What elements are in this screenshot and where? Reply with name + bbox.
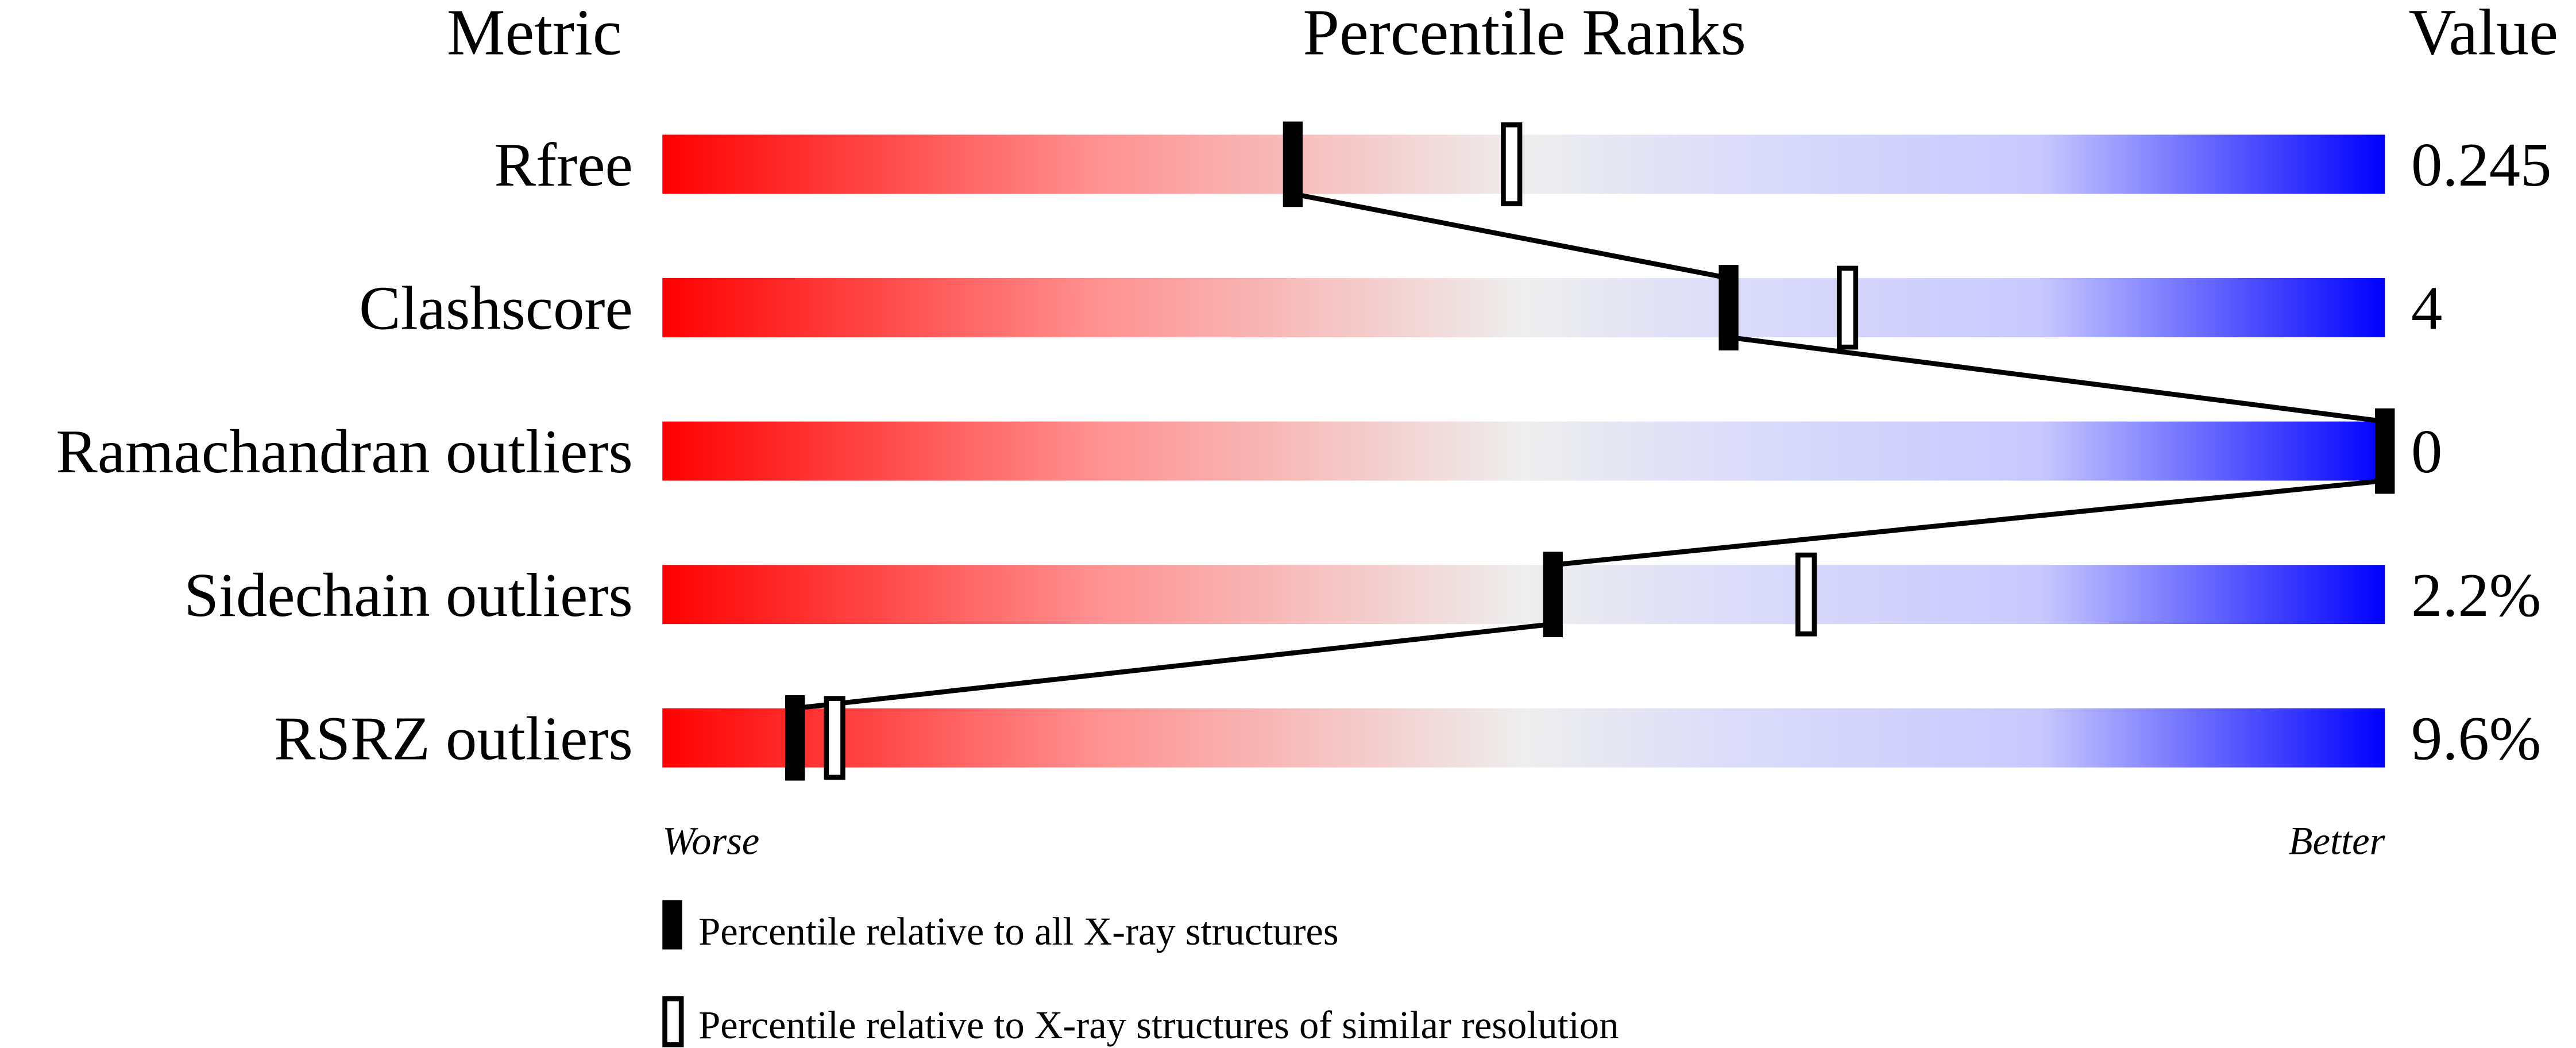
header-percentile-ranks: Percentile Ranks (1303, 0, 1746, 68)
percentile-bar (662, 134, 2385, 194)
metric-value: 9.6% (2411, 704, 2541, 773)
metric-label: RSRZ outliers (274, 704, 633, 773)
metric-label: Clashscore (359, 274, 633, 343)
percentile-bar (662, 421, 2385, 481)
legend-hollow-label: Percentile relative to X-ray structures … (698, 1003, 1619, 1047)
percentile-bar (662, 278, 2385, 337)
all-structures-percentile-marker (785, 695, 805, 781)
metric-value: 0 (2411, 417, 2442, 486)
percentile-bar (662, 708, 2385, 768)
worse-label: Worse (662, 819, 759, 863)
similar-resolution-percentile-marker (1795, 552, 1817, 637)
metric-value: 2.2% (2411, 561, 2541, 630)
legend-filled-marker (662, 900, 682, 950)
similar-resolution-percentile-marker (824, 696, 845, 780)
metric-label: Rfree (495, 130, 633, 199)
legend-hollow-marker (662, 996, 684, 1047)
similar-resolution-percentile-marker (1501, 122, 1523, 206)
similar-resolution-percentile-marker (1836, 265, 1859, 350)
all-structures-percentile-marker (1283, 121, 1303, 207)
all-structures-percentile-marker (2375, 408, 2395, 494)
all-structures-percentile-marker (1543, 552, 1563, 637)
legend-filled-label: Percentile relative to all X-ray structu… (698, 910, 1338, 953)
all-structures-percentile-marker (1718, 265, 1739, 350)
header-value: Value (2409, 0, 2558, 68)
better-label: Better (2289, 819, 2385, 863)
metric-value: 0.245 (2411, 130, 2551, 199)
metric-label: Ramachandran outliers (56, 417, 632, 486)
header-metric: Metric (447, 0, 622, 68)
metric-label: Sidechain outliers (184, 561, 632, 630)
metric-value: 4 (2411, 274, 2442, 343)
percentile-bar (662, 565, 2385, 625)
